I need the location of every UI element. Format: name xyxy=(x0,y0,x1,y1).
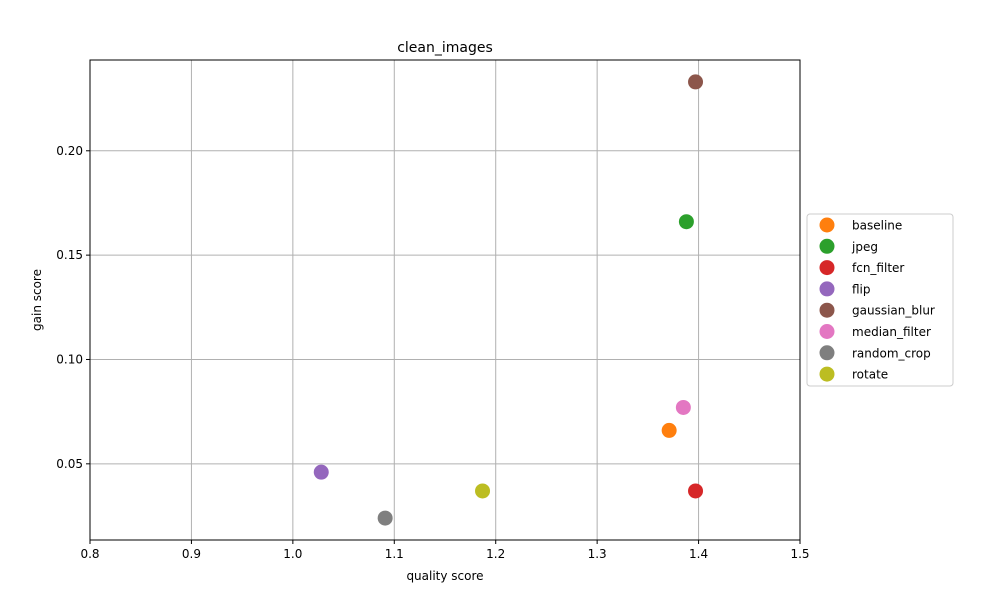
legend-label-jpeg: jpeg xyxy=(851,240,878,254)
x-axis-label: quality score xyxy=(406,569,483,583)
grid-lines xyxy=(89,60,801,540)
legend-marker-fcn_filter xyxy=(819,260,835,276)
x-tick-label: 1.4 xyxy=(689,547,708,561)
legend-marker-median_filter xyxy=(819,324,835,339)
legend-label-median_filter: median_filter xyxy=(852,325,931,339)
y-axis-label: gain score xyxy=(30,269,44,331)
x-tick-label: 0.8 xyxy=(80,547,99,561)
x-tick-label: 1.0 xyxy=(283,547,302,561)
point-baseline xyxy=(661,422,677,438)
legend-marker-flip xyxy=(819,281,835,297)
data-points xyxy=(313,74,704,526)
legend-frame xyxy=(806,213,954,387)
x-tick-label: 1.3 xyxy=(588,547,607,561)
point-random_crop xyxy=(377,510,393,526)
legend-label-gaussian_blur: gaussian_blur xyxy=(852,304,935,318)
plot-frame xyxy=(89,59,801,541)
legend-label-rotate: rotate xyxy=(852,368,888,382)
point-median_filter xyxy=(675,399,691,415)
x-tick-label: 1.2 xyxy=(486,547,505,561)
legend-label-fcn_filter: fcn_filter xyxy=(852,261,904,275)
legend-marker-random_crop xyxy=(819,345,835,361)
point-rotate xyxy=(475,483,491,499)
legend-marker-gaussian_blur xyxy=(819,302,835,318)
y-axis-ticks: 0.05 0.10 0.15 0.20 xyxy=(56,144,90,471)
legend-label-flip: flip xyxy=(852,282,871,296)
point-flip xyxy=(313,464,329,480)
legend-label-random_crop: random_crop xyxy=(852,346,931,360)
legend-marker-jpeg xyxy=(819,238,835,254)
x-tick-label: 0.9 xyxy=(182,547,201,561)
legend-marker-rotate xyxy=(819,366,835,382)
point-gaussian_blur xyxy=(688,74,704,90)
x-tick-label: 1.1 xyxy=(385,547,404,561)
point-jpeg xyxy=(678,214,694,230)
y-tick-label: 0.05 xyxy=(56,457,83,471)
y-tick-label: 0.10 xyxy=(56,352,83,366)
y-tick-label: 0.20 xyxy=(56,144,83,158)
y-tick-label: 0.15 xyxy=(56,248,83,262)
legend-marker-baseline xyxy=(819,217,835,233)
point-fcn_filter xyxy=(688,483,704,499)
legend-label-baseline: baseline xyxy=(852,219,902,233)
x-axis-ticks: 0.8 0.9 1.0 1.1 1.2 1.3 1.4 1.5 xyxy=(80,540,810,561)
chart-title: clean_images xyxy=(397,40,493,56)
x-tick-label: 1.5 xyxy=(790,547,809,561)
